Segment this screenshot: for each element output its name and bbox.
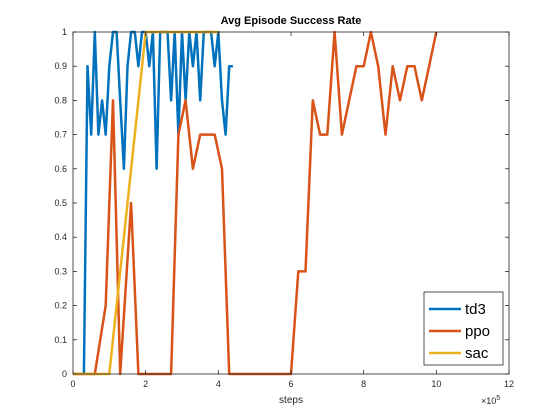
- y-tick-label: 0.4: [54, 232, 67, 242]
- legend: td3 ppo sac: [423, 291, 504, 366]
- y-tick-label: 0: [62, 369, 67, 379]
- legend-label-sac: sac: [465, 345, 489, 362]
- x-axis-multiplier-base: ×10: [481, 396, 496, 406]
- y-tick-label: 0.6: [54, 164, 67, 174]
- x-tick-label: 2: [143, 379, 148, 389]
- y-tick-label: 0.5: [54, 198, 67, 208]
- x-axis-label: steps: [279, 395, 303, 406]
- legend-label-ppo: ppo: [465, 323, 490, 340]
- y-tick-label: 0.9: [54, 61, 67, 71]
- y-tick-label: 1: [62, 27, 67, 37]
- y-tick-label: 0.1: [54, 335, 67, 345]
- x-axis-multiplier-exponent: 5: [496, 395, 500, 402]
- y-tick-label: 0.3: [54, 266, 67, 276]
- x-axis-multiplier: ×105: [481, 395, 500, 406]
- legend-label-td3: td3: [465, 301, 486, 318]
- x-tick-label: 8: [361, 379, 366, 389]
- x-tick-label: 4: [216, 379, 221, 389]
- x-tick-label: 12: [504, 379, 514, 389]
- y-tick-label: 0.2: [54, 301, 67, 311]
- series-line-1: [73, 30, 438, 376]
- y-tick-label: 0.7: [54, 130, 67, 140]
- x-tick-label: 0: [70, 379, 75, 389]
- x-tick-label: 6: [288, 379, 293, 389]
- y-tick-label: 0.8: [54, 95, 67, 105]
- tick-layer: 0 2 4 6 8 10 12 0 0.1 0.2 0.3 0.4 0.5 0.6 0.7 0.8 0.9 1: [54, 27, 514, 389]
- chart-title: Avg Episode Success Rate: [221, 15, 362, 27]
- x-tick-label: 10: [431, 379, 441, 389]
